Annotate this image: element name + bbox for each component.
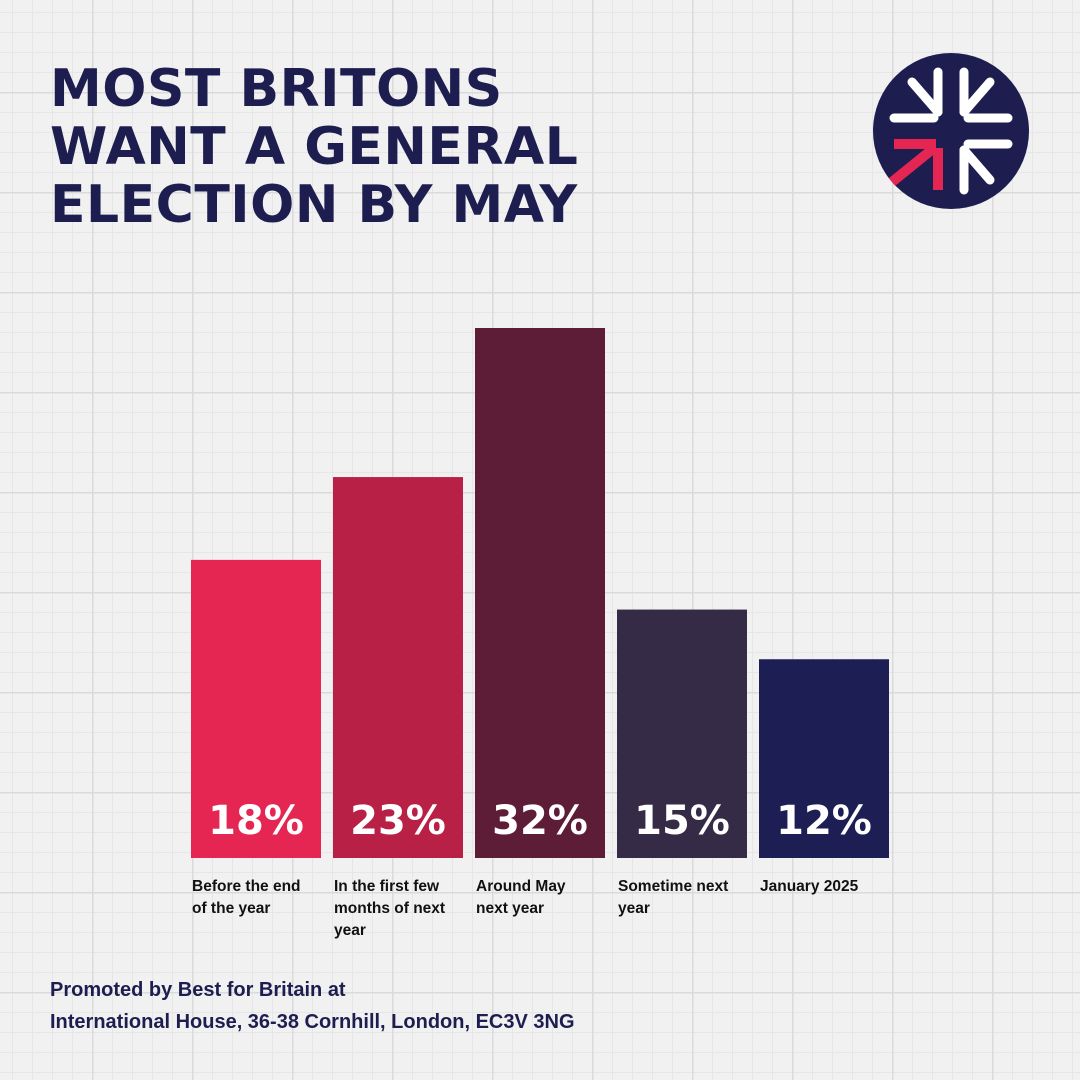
bar [191, 559, 321, 858]
bar-value-label: 32% [492, 798, 588, 844]
footer: Promoted by Best for Britain at Internat… [50, 974, 950, 1038]
category-label-line: In the first few [334, 878, 440, 895]
bar-group: 32% Around May next year [475, 328, 605, 917]
bar-group: 15% Sometime next year [617, 609, 747, 917]
category-label-line: next year [476, 900, 544, 917]
chart-title: MOST BRITONS WANT A GENERAL ELECTION BY … [50, 60, 610, 234]
bar-value-label: 18% [208, 798, 304, 844]
bar [475, 328, 605, 858]
title-line-3: ELECTION BY MAY [50, 175, 578, 235]
category-label-line: of the year [192, 900, 270, 917]
category-label-line: months of next [334, 900, 445, 917]
category-label-line: year [334, 922, 366, 939]
best-for-britain-logo-icon [873, 53, 1029, 209]
footer-line-2: International House, 36-38 Cornhill, Lon… [50, 1011, 575, 1033]
category-label-line: January 2025 [760, 878, 859, 895]
bar-value-label: 15% [634, 798, 730, 844]
category-label-line: Sometime next [618, 878, 728, 895]
bar [333, 477, 463, 858]
bar-group: 18% Before the end of the year [191, 559, 321, 917]
bar [617, 609, 747, 858]
bar [759, 659, 889, 858]
category-label: Before the end of the year [192, 878, 301, 917]
category-label: Around May next year [476, 878, 566, 917]
footer-line-1: Promoted by Best for Britain at [50, 979, 346, 1001]
category-label-line: Around May [476, 878, 566, 895]
category-label-line: Before the end [192, 878, 301, 895]
title-line-2: WANT A GENERAL [50, 117, 579, 177]
category-label: Sometime next year [618, 878, 728, 917]
bar-value-label: 12% [776, 798, 872, 844]
bar-value-label: 23% [350, 798, 446, 844]
bar-group: 23% In the first few months of next year [333, 477, 463, 939]
category-label: In the first few months of next year [334, 878, 445, 939]
category-label: January 2025 [760, 878, 859, 895]
title-line-1: MOST BRITONS [50, 59, 503, 119]
bar-group: 12% January 2025 [759, 659, 889, 895]
category-label-line: year [618, 900, 650, 917]
